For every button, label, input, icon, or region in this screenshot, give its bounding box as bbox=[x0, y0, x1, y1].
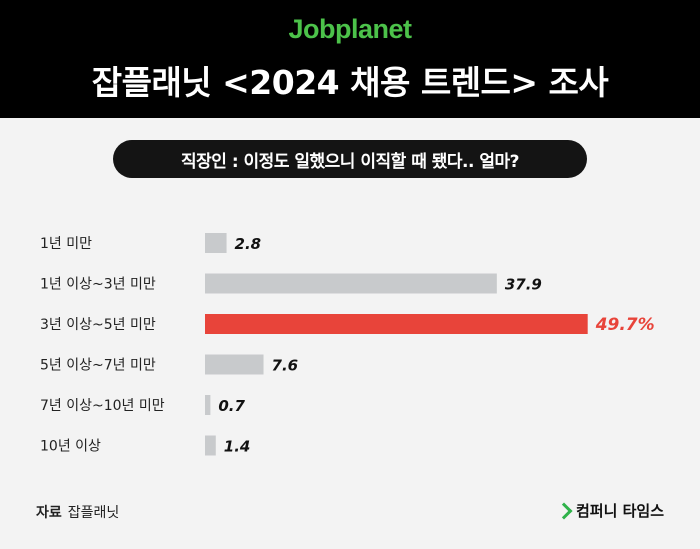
category-label: 10년 이상 bbox=[40, 439, 101, 455]
category-label: 3년 이상~5년 미만 bbox=[40, 317, 156, 333]
page-title: 잡플래닛 <2024 채용 트렌드> 조사 bbox=[91, 63, 609, 102]
value-label: 0.7 bbox=[218, 397, 245, 415]
category-label: 1년 미만 bbox=[40, 236, 92, 252]
value-label: 49.7% bbox=[595, 315, 655, 335]
bar bbox=[205, 354, 264, 375]
category-label: 5년 이상~7년 미만 bbox=[40, 358, 156, 374]
source-key: 자료 bbox=[36, 505, 62, 521]
source-note: 자료 잡플래닛 bbox=[36, 502, 119, 522]
chart-title-pill: 직장인 : 이정도 일했으니 이직할 때 됐다.. 얼마? bbox=[113, 140, 587, 178]
publisher-name: 컴퍼니 타임스 bbox=[575, 502, 664, 520]
brand-logo: Jobplanet bbox=[288, 14, 412, 44]
bar bbox=[205, 233, 227, 253]
bar bbox=[205, 314, 588, 334]
chart-title: 직장인 : 이정도 일했으니 이직할 때 됐다.. 얼마? bbox=[180, 151, 520, 172]
header-banner: Jobplanet 잡플래닛 <2024 채용 트렌드> 조사 bbox=[0, 0, 700, 118]
bar bbox=[205, 435, 216, 456]
value-label: 7.6 bbox=[272, 357, 299, 375]
source-value: 잡플래닛 bbox=[67, 505, 120, 521]
bar bbox=[205, 273, 497, 294]
publisher-logo: 컴퍼니 타임스 bbox=[555, 500, 664, 521]
bar bbox=[205, 395, 211, 415]
value-label: 2.8 bbox=[235, 235, 262, 253]
category-label: 1년 이상~3년 미만 bbox=[40, 277, 156, 293]
category-label: 7년 이상~10년 미만 bbox=[40, 398, 165, 414]
value-label: 37.9 bbox=[505, 276, 542, 294]
chevron-right-icon bbox=[555, 502, 573, 519]
value-label: 1.4 bbox=[224, 438, 251, 456]
